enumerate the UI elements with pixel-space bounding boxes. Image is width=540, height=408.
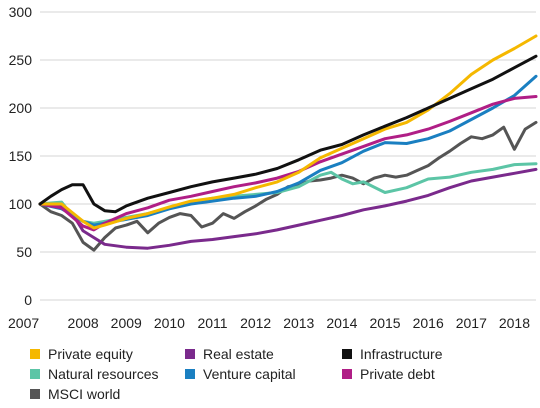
grid-lines (40, 11, 536, 301)
series-line-real-estate (38, 167, 538, 250)
x-tick-label: 2010 (154, 315, 185, 331)
series-line-private-debt (38, 95, 538, 232)
legend-item: Real estate (185, 345, 274, 363)
legend-swatch (342, 349, 352, 359)
x-tick-label: 2015 (369, 315, 400, 331)
legend: Private equity Real estate Infrastructure N… (30, 345, 530, 405)
legend-item: Private debt (342, 365, 435, 383)
y-tick-label: 150 (9, 148, 33, 164)
legend-item: Infrastructure (342, 345, 442, 363)
legend-item: Venture capital (185, 365, 296, 383)
legend-label: Private debt (360, 366, 435, 382)
x-tick-label: 2011 (197, 315, 227, 331)
legend-label: Infrastructure (360, 346, 443, 362)
x-tick-label: 2014 (326, 315, 357, 331)
y-tick-label: 300 (9, 4, 33, 20)
legend-label: Venture capital (203, 366, 296, 382)
y-tick-label: 250 (9, 52, 33, 68)
x-tick-label: 2018 (499, 315, 530, 331)
x-axis-ticks: 2007 2008 2009 2010 2011 2012 2013 2014 2015 2016… (8, 315, 530, 331)
x-tick-label: 2017 (456, 315, 487, 331)
y-tick-label: 0 (24, 292, 32, 308)
x-tick-label: 2007 (8, 315, 39, 331)
legend-swatch (30, 349, 40, 359)
series-lines (38, 34, 538, 252)
series-line-natural-resources (38, 162, 538, 225)
legend-item: MSCI world (30, 385, 120, 403)
x-tick-label: 2009 (111, 315, 142, 331)
legend-swatch (185, 349, 195, 359)
y-axis-ticks: 0 50 100 150 200 250 300 (9, 4, 33, 308)
series-line-private-equity (38, 34, 538, 230)
y-tick-label: 50 (16, 244, 32, 260)
x-tick-label: 2013 (283, 315, 314, 331)
x-tick-label: 2008 (68, 315, 99, 331)
legend-item: Natural resources (30, 365, 159, 383)
legend-label: Real estate (203, 346, 274, 362)
x-tick-label: 2016 (413, 315, 444, 331)
series-line-venture-capital (38, 74, 538, 227)
legend-item: Private equity (30, 345, 133, 363)
legend-swatch (342, 369, 352, 379)
legend-swatch (185, 369, 195, 379)
legend-swatch (30, 389, 40, 399)
x-tick-label: 2012 (240, 315, 271, 331)
legend-swatch (30, 369, 40, 379)
legend-label: MSCI world (48, 386, 121, 402)
legend-label: Natural resources (48, 366, 159, 382)
legend-label: Private equity (48, 346, 133, 362)
series-line-infrastructure (38, 54, 538, 214)
y-tick-label: 100 (9, 196, 33, 212)
y-tick-label: 200 (9, 100, 33, 116)
